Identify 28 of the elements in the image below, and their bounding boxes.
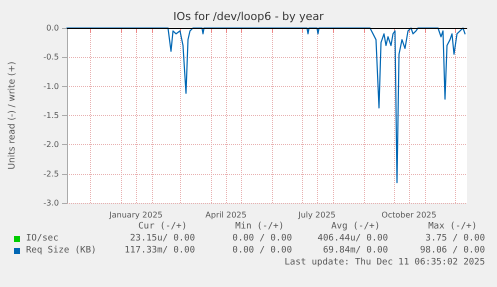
- text: 98.06 / 0.00: [420, 246, 486, 256]
- text: 406.44u/ 0.00: [318, 234, 388, 244]
- y-axis-title: Units read (-) / write (+): [8, 61, 18, 170]
- x-tick-label: January 2025: [108, 210, 163, 220]
- text: 23.15u/ 0.00: [130, 234, 196, 244]
- text: 3.75 / 0.00: [425, 234, 486, 244]
- text: 117.33m/ 0.00: [124, 246, 196, 256]
- y-tick-label: -0.5: [43, 52, 59, 62]
- legend-label: IO/sec: [26, 234, 59, 244]
- y-tick-label: -2.0: [43, 140, 59, 150]
- legend-label: Req Size (KB): [26, 246, 96, 256]
- y-tick-label: 0.0: [46, 24, 59, 32]
- x-tick-label: July 2025: [297, 210, 336, 220]
- text: 69.84m/ 0.00: [322, 246, 388, 256]
- text: 0.00 / 0.00: [232, 246, 292, 256]
- y-tick-label: -2.5: [43, 169, 59, 178]
- y-tick-label: -3.0: [43, 198, 59, 208]
- text: 0.00 / 0.00: [232, 234, 292, 244]
- text: Last update: Thu Dec 11 06:35:02 2025: [284, 258, 485, 268]
- y-tick-label: -1.5: [43, 111, 59, 120]
- x-tick-label: October 2025: [382, 210, 436, 220]
- chart-title: IOs for /dev/loop6 - by year: [173, 10, 324, 23]
- text: Min (-/+): [235, 222, 284, 232]
- text: Avg (-/+): [331, 222, 380, 232]
- text: Cur (-/+): [138, 222, 188, 232]
- x-tick-label: April 2025: [205, 210, 247, 220]
- y-tick-label: -1.0: [43, 82, 59, 91]
- text: Max (-/+): [428, 222, 478, 232]
